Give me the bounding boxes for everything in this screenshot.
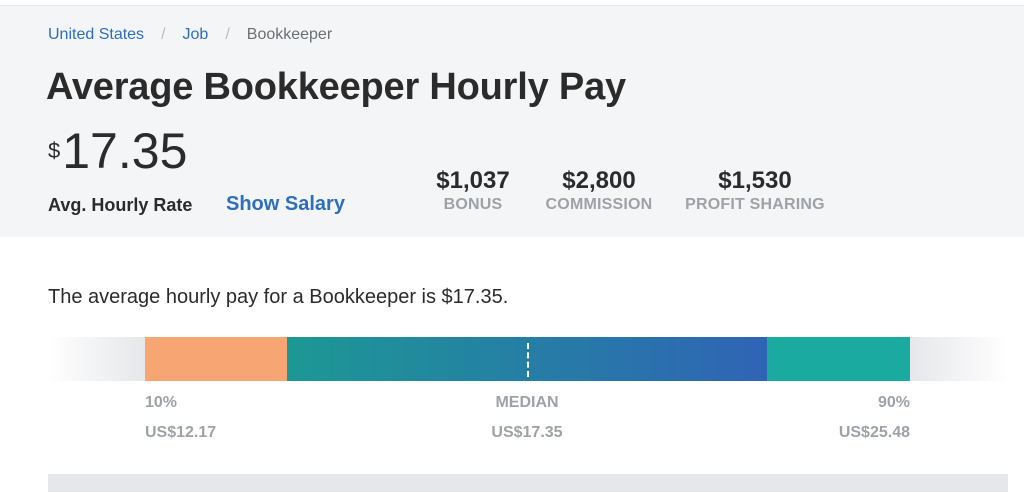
range-bar-fade-left	[48, 337, 145, 381]
high-percentile-value: US$25.48	[838, 424, 910, 441]
breadcrumb-separator: /	[161, 26, 166, 43]
breadcrumb-link-job[interactable]: Job	[182, 26, 209, 43]
median-label: MEDIAN	[495, 394, 559, 411]
top-edge	[0, 0, 1024, 5]
breadcrumb-current: Bookkeeper	[246, 26, 333, 43]
breadcrumb-separator: /	[225, 26, 230, 43]
high-percentile-label: 90%	[877, 394, 910, 411]
breadcrumb: United States / Job / Bookkeeper	[48, 26, 332, 44]
range-segment-low	[145, 337, 287, 381]
section-placeholder-bar	[48, 474, 1008, 492]
profit-sharing-label: PROFIT SHARING	[685, 196, 825, 214]
show-salary-link[interactable]: Show Salary	[226, 193, 345, 215]
average-pay-value: 17.35	[62, 123, 188, 179]
pay-description: The average hourly pay for a Bookkeeper …	[48, 286, 509, 308]
currency-symbol: $	[48, 138, 61, 163]
range-segment-high	[767, 337, 910, 381]
commission-stat: $2,800 COMMISSION	[538, 167, 660, 214]
page-header: United States / Job / Bookkeeper Average…	[0, 5, 1024, 237]
page-title: Average Bookkeeper Hourly Pay	[46, 66, 626, 108]
average-pay: $ 17.35	[48, 124, 187, 179]
avg-hourly-rate-label: Avg. Hourly Rate	[48, 195, 193, 215]
profit-sharing-value: $1,530	[718, 167, 792, 194]
range-bar-fade-right	[910, 337, 1008, 381]
low-percentile-label: 10%	[145, 394, 178, 411]
low-percentile-value: US$12.17	[145, 424, 217, 441]
bonus-value: $1,037	[436, 167, 510, 194]
median-value: US$17.35	[491, 424, 563, 441]
bonus-label: BONUS	[443, 196, 503, 214]
pay-range-bar	[48, 337, 1008, 381]
median-marker	[527, 343, 529, 377]
profit-sharing-stat: $1,530 PROFIT SHARING	[680, 167, 830, 214]
breadcrumb-link-country[interactable]: United States	[48, 26, 145, 43]
commission-label: COMMISSION	[545, 196, 653, 214]
commission-value: $2,800	[562, 167, 636, 194]
bonus-stat: $1,037 BONUS	[428, 167, 518, 214]
